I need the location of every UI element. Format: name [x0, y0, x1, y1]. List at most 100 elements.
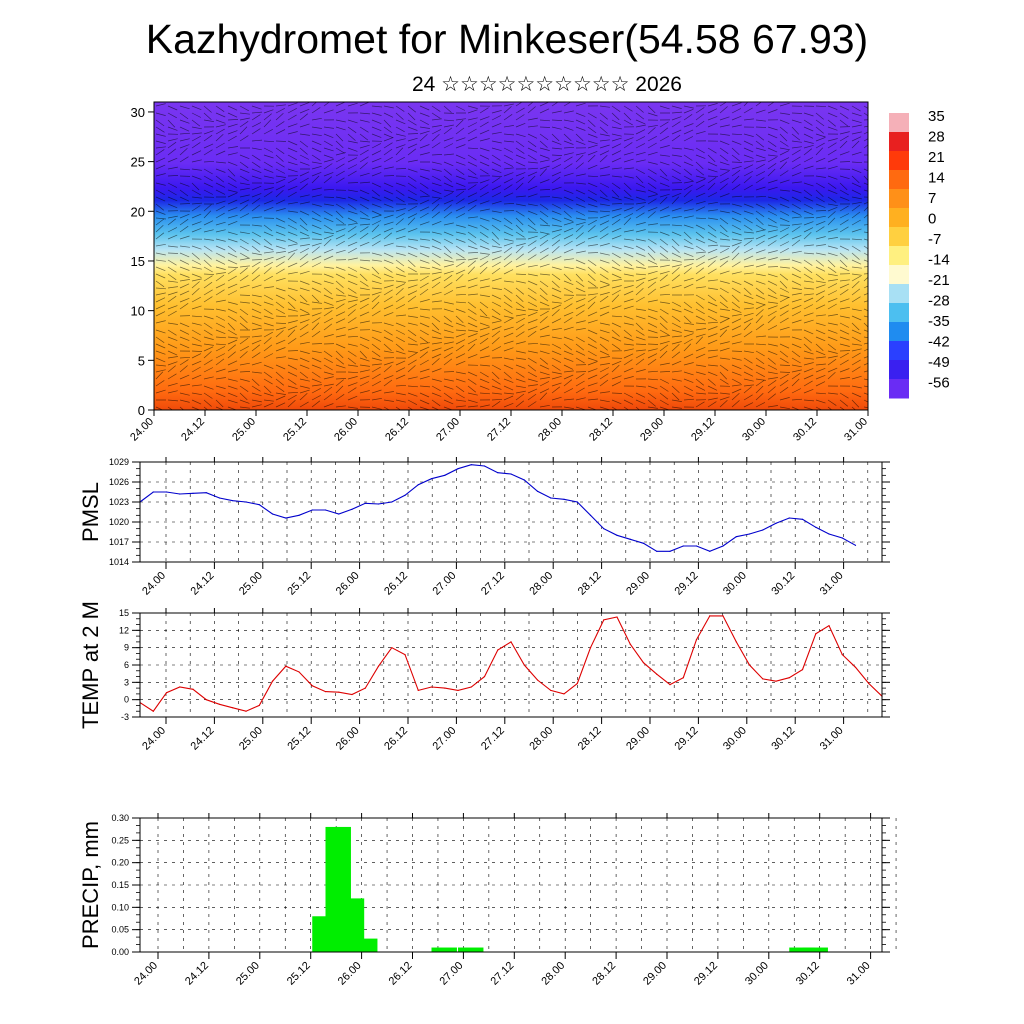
wind-row	[155, 273, 868, 289]
x-tick-label: 26.12	[382, 725, 410, 753]
data-point	[497, 649, 499, 651]
data-point	[152, 491, 154, 493]
heatmap-y-tick-label: 25	[131, 155, 145, 170]
data-point	[364, 687, 366, 689]
wind-row	[155, 119, 868, 135]
wind-row	[155, 182, 868, 198]
data-point	[245, 501, 247, 503]
wind-row	[155, 385, 868, 401]
heatmap-x-tick-label: 25.00	[230, 416, 258, 444]
data-point	[695, 638, 698, 641]
wind-row	[156, 392, 868, 408]
data-point	[179, 686, 181, 688]
x-tick-label: 24.00	[132, 960, 160, 988]
data-point	[695, 545, 698, 547]
data-point	[510, 473, 512, 475]
wind-row	[155, 154, 868, 170]
wind-row	[155, 350, 868, 365]
heatmap-y-tick-label: 30	[131, 105, 145, 120]
y-tick-label: 0.20	[111, 858, 129, 868]
data-point	[801, 669, 804, 671]
data-point	[669, 684, 671, 686]
x-tick-label: 28.12	[576, 570, 604, 598]
heatmap-x-tick-label: 29.00	[638, 416, 666, 444]
x-tick-label: 30.12	[794, 960, 822, 988]
heatmap-y-tick-label: 10	[131, 304, 145, 319]
y-tick-label: 0.00	[111, 947, 129, 957]
data-point	[258, 704, 260, 707]
colorbar-segment	[889, 132, 909, 152]
heatmap-panel: 0 5 10 15 20 25 30 24.00 24.12 25.00 25.12 26.00 26.…	[128, 101, 870, 444]
data-point	[192, 492, 194, 494]
heatmap-x-tick-label: 26.00	[332, 416, 360, 444]
wind-row	[155, 106, 868, 121]
colorbar-segment	[889, 189, 909, 209]
colorbar-segment	[889, 227, 909, 247]
data-point	[324, 690, 327, 693]
x-tick-label: 28.00	[527, 725, 555, 753]
wind-row	[155, 210, 868, 226]
x-tick-label: 24.12	[183, 960, 211, 988]
y-tick-label: 0.05	[111, 925, 129, 935]
heatmap-x-tick-label: 28.00	[536, 416, 564, 444]
x-tick-label: 25.00	[234, 960, 262, 988]
wind-row	[155, 329, 868, 344]
data-point	[775, 522, 777, 524]
heatmap-x-tick-label: 27.12	[485, 416, 513, 444]
colorbar-segment	[889, 265, 909, 285]
x-tick-label: 27.00	[438, 960, 466, 988]
x-tick-label: 30.12	[769, 725, 797, 753]
x-tick-label: 24.12	[189, 725, 217, 753]
data-point	[351, 508, 353, 510]
data-point	[642, 542, 645, 544]
y-tick-label: 0.15	[111, 880, 129, 890]
data-point	[271, 513, 274, 515]
data-point	[841, 654, 843, 656]
data-point	[563, 693, 565, 695]
y-tick-label: 9	[124, 643, 129, 653]
data-point	[165, 692, 168, 694]
panel-temp-at-2-m: -3 0 3 6 9 12 15 24.00 24.12 25.00 25.12 26.00 26.12…	[78, 601, 890, 753]
heatmap-x-tick-label: 27.00	[434, 416, 462, 444]
data-point	[510, 641, 512, 643]
colorbar-segment	[889, 322, 909, 342]
data-point	[218, 703, 221, 705]
heatmap-fill	[154, 102, 868, 410]
y-tick-label: -3	[121, 712, 129, 722]
x-tick-label: 26.12	[382, 570, 410, 598]
wind-row	[155, 196, 868, 211]
data-point	[523, 479, 525, 481]
y-tick-label: 12	[119, 625, 129, 635]
data-point	[722, 545, 724, 547]
x-tick-label: 28.00	[527, 570, 555, 598]
data-point	[404, 654, 406, 656]
y-tick-label: 1029	[109, 457, 129, 467]
wind-row	[155, 161, 868, 177]
x-tick-label: 26.00	[334, 570, 362, 598]
x-tick-label: 26.00	[334, 725, 362, 753]
wind-row	[155, 238, 868, 254]
wind-row	[155, 378, 868, 394]
x-tick-label: 29.12	[673, 725, 701, 753]
data-point	[536, 679, 539, 681]
data-point	[603, 528, 605, 530]
wind-row	[155, 358, 868, 372]
colorbar-label: -21	[928, 272, 950, 289]
heatmap-field	[154, 102, 868, 410]
colorbar-label: 14	[928, 170, 945, 187]
data-point	[815, 633, 817, 635]
data-point	[868, 682, 870, 685]
x-tick-label: 25.12	[285, 960, 313, 988]
wind-row	[155, 252, 868, 268]
data-point	[788, 517, 790, 519]
data-point	[351, 693, 353, 696]
y-tick-label: 0.25	[111, 835, 129, 845]
wind-row	[155, 231, 868, 247]
data-point	[550, 497, 552, 499]
data-point	[338, 513, 340, 515]
x-tick-label: 24.00	[140, 570, 168, 598]
x-tick-label: 31.00	[845, 960, 873, 988]
heatmap-y-tick-label: 20	[131, 204, 145, 219]
colorbar-segment	[889, 303, 909, 323]
chart-title: Kazhydromet for Minkeser(54.58 67.93)	[145, 16, 869, 62]
